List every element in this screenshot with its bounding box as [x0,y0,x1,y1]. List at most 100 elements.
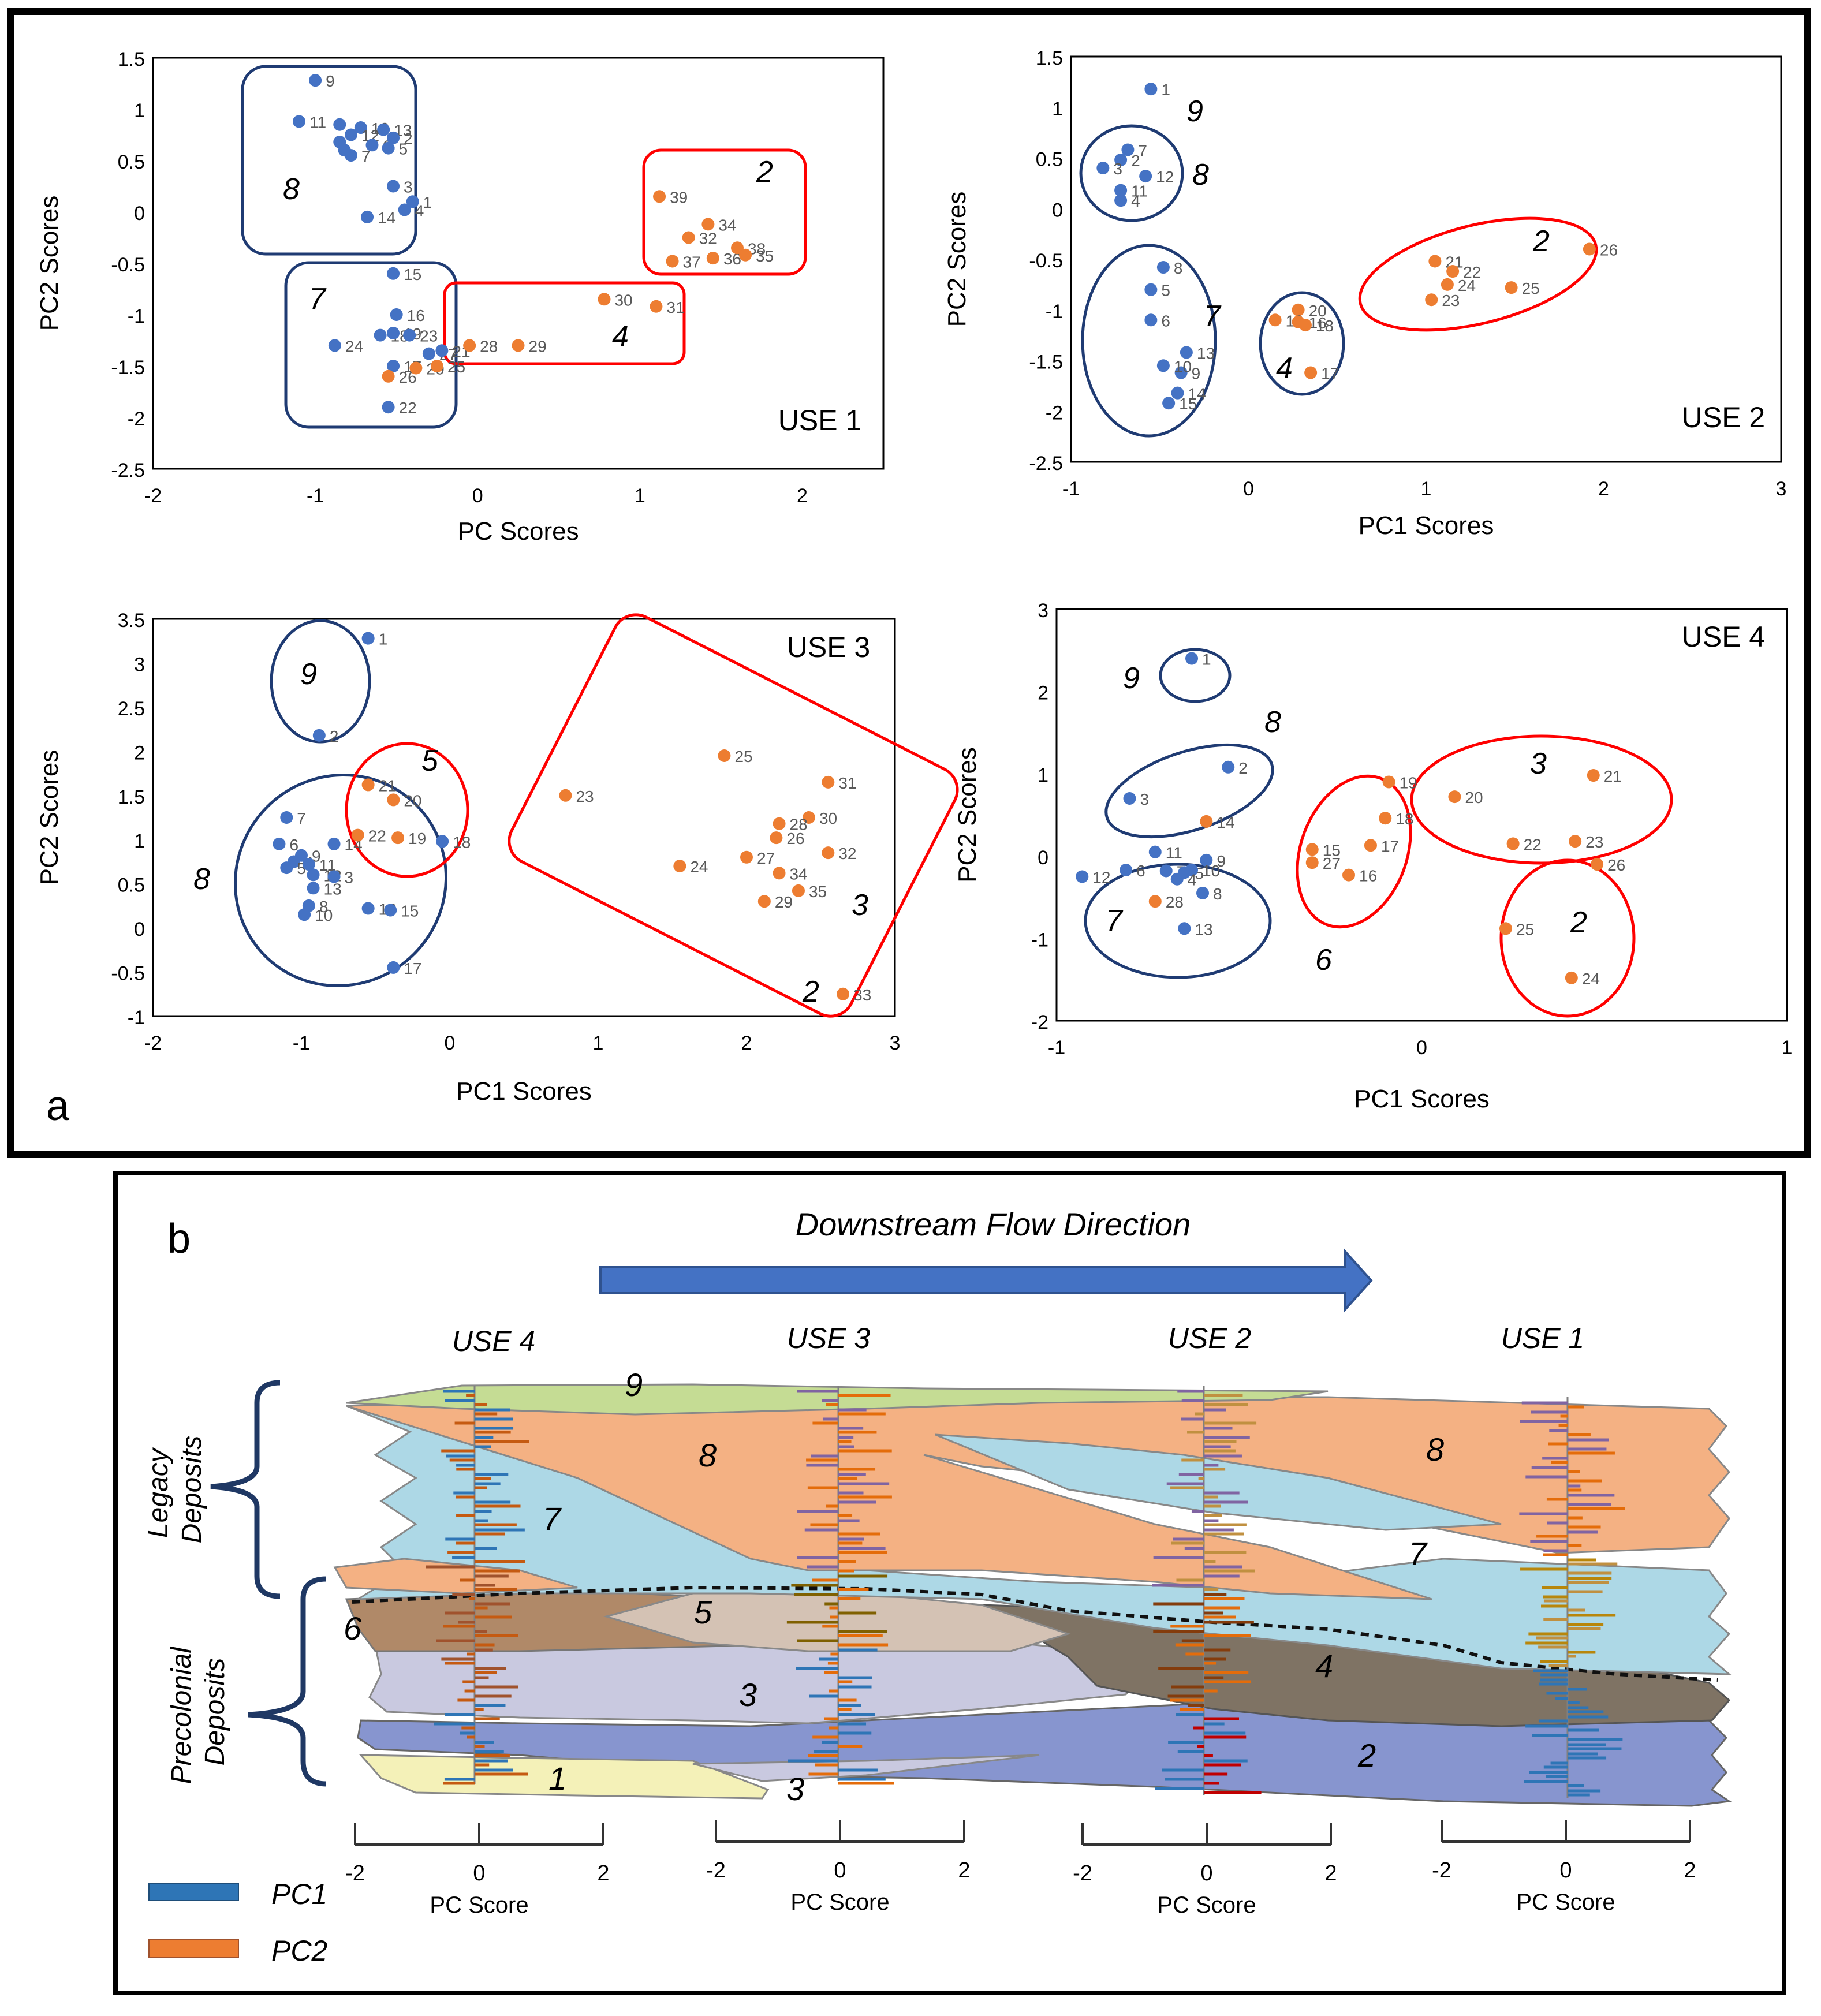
data-point [1305,843,1319,856]
pc-axis-tick-label: 2 [1684,1858,1696,1883]
y-tick-label: -1 [1031,929,1048,951]
y-tick-label: -1 [1046,301,1063,323]
plot-area [152,618,896,1017]
data-point [327,870,341,883]
y-tick-label: -2.5 [1029,453,1063,475]
data-point [1096,162,1110,175]
data-point [328,339,341,352]
point-label: 22 [399,399,417,417]
data-point [1178,922,1191,935]
point-label: 15 [401,902,419,920]
x-tick-label: -1 [1048,1037,1065,1059]
data-point [1425,293,1438,307]
cluster-label: 7 [309,282,327,316]
data-point [387,267,400,280]
data-point [1159,864,1173,878]
point-label: 18 [1316,317,1334,335]
point-label: 20 [1465,789,1483,807]
data-point [739,248,752,262]
legend-pc2-swatch [148,1939,239,1958]
legend: PC1 PC2 [148,1878,327,1967]
x-tick-label: 1 [1421,478,1432,500]
data-point [1200,853,1213,867]
y-tick-label: -1.5 [111,357,145,379]
legacy-precolonial-boundary [352,1585,1718,1682]
unit-label: 7 [543,1500,562,1537]
point-label: 4 [1131,192,1140,210]
point-label: 13 [1197,344,1215,362]
point-label: 16 [1359,867,1377,885]
point-label: 6 [1136,862,1145,880]
data-point [1144,283,1158,296]
data-point [435,344,449,357]
data-point [1144,83,1158,96]
point-label: 2 [404,130,413,148]
cluster-outline [1081,244,1217,438]
point-label: 11 [1166,844,1182,862]
data-point [387,961,400,974]
data-point [403,328,416,342]
y-axis-label: PC2 Scores [35,196,64,331]
data-point [822,846,835,860]
point-label: 23 [1585,833,1603,851]
data-point [1565,971,1578,984]
data-point [387,793,400,807]
data-point [1120,864,1133,877]
data-point [387,180,400,193]
pc-axis-tick-label: 0 [1200,1861,1212,1886]
data-point [1200,815,1213,828]
chart-title: USE 4 [1682,621,1766,653]
data-point [512,339,525,352]
data-point [1587,769,1600,782]
data-point [1148,895,1162,908]
y-tick-label: -0.5 [111,254,145,276]
cluster-outline [1259,291,1345,396]
site-label-use4: USE 4 [452,1325,536,1357]
point-label: 22 [1463,263,1481,281]
point-label: 24 [1458,277,1476,294]
x-tick-label: 3 [1776,478,1787,500]
cluster-label: 3 [1530,747,1547,781]
y-tick-label: 1 [1038,764,1048,786]
data-point [361,632,375,645]
point-label: 5 [399,140,408,158]
data-point [1114,184,1128,197]
unit-1-layer [359,1754,770,1800]
data-point [382,401,395,414]
point-label: 24 [345,337,363,355]
point-label: 3 [1113,160,1122,178]
point-label: 10 [1202,862,1220,880]
unit-label: 9 [625,1367,643,1403]
cluster-label: 8 [193,863,210,896]
cluster-outline [443,281,686,365]
point-label: 1 [379,630,388,648]
point-label: 12 [1092,868,1110,886]
data-point [1304,366,1318,379]
data-point [682,231,695,244]
unit-8-thin-layer [333,1558,578,1595]
cluster-label: 2 [1532,225,1550,258]
point-label: 32 [838,845,856,863]
unit-label: 3 [739,1677,757,1713]
cluster-label: 4 [1276,352,1293,385]
data-point [344,149,357,162]
y-tick-label: -2 [1031,1011,1048,1033]
data-point [1156,261,1170,274]
data-point [1171,386,1184,400]
precolonial-brace [248,1576,327,1787]
legacy-line: Legacy [143,1447,174,1538]
point-label: 20 [1309,302,1327,320]
point-label: 28 [790,816,808,834]
data-point [731,241,744,255]
point-label: 8 [319,898,329,916]
point-label: 32 [699,230,717,248]
point-label: 2 [1131,152,1140,170]
point-label: 1 [1161,81,1170,99]
point-label: 37 [683,253,701,271]
chart-title: USE 1 [778,404,862,436]
pc-axis-tick-label: 2 [597,1861,609,1886]
panel-a-frame [7,8,1811,1158]
stratigraphy [333,1383,1732,1807]
cluster-outline [345,742,469,878]
